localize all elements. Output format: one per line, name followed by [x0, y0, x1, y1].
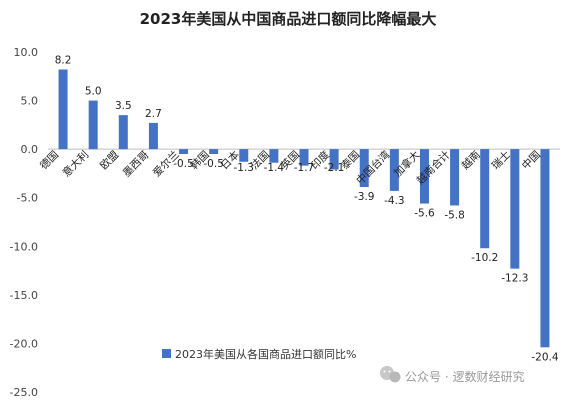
wechat-icon [380, 366, 401, 383]
y-tick-label: -15.0 [10, 289, 38, 302]
data-label: -4.3 [384, 195, 405, 207]
data-label: -20.4 [531, 351, 558, 363]
data-label: -0.5 [203, 158, 224, 170]
category-label: 瑞士 [489, 148, 513, 172]
y-axis-ticks: 10.0 5.0 0.0 -5.0 -10.0 -15.0 -20.0 -25.0 [10, 46, 38, 399]
bar [540, 149, 550, 348]
data-label: -1.7 [294, 162, 315, 174]
y-tick-label: 0.0 [21, 143, 39, 156]
category-label: 越南 [459, 148, 483, 172]
bar [510, 149, 520, 269]
data-label: -1.4 [264, 162, 285, 174]
bar [329, 149, 339, 170]
category-label: 中国台湾 [354, 148, 393, 187]
bar [299, 149, 309, 166]
y-tick-label: -5.0 [17, 192, 38, 205]
data-label: -3.9 [354, 191, 375, 203]
bar [148, 122, 158, 150]
y-tick-label: 10.0 [14, 46, 39, 59]
bar [209, 149, 219, 154]
bars [58, 69, 550, 348]
bar [450, 149, 460, 206]
category-label: 墨西哥 [121, 149, 152, 180]
y-tick-label: 5.0 [21, 95, 39, 108]
data-label: -1.3 [234, 162, 255, 174]
category-label: 越南合计 [414, 148, 453, 187]
data-label: 5.0 [85, 86, 102, 98]
y-tick-label: -10.0 [10, 240, 38, 253]
data-label: -2.1 [324, 162, 345, 174]
bar [88, 100, 98, 150]
watermark: 公众号 · 逻数财经研究 [380, 366, 524, 384]
watermark-text: 公众号 · 逻数财经研究 [405, 369, 524, 384]
bar [179, 149, 189, 154]
data-label: 8.2 [55, 54, 72, 66]
y-tick-label: -25.0 [10, 386, 38, 399]
bar [419, 149, 429, 204]
legend-label: 2023年美国从各国商品进口额同比% [175, 347, 356, 361]
data-label: -12.3 [501, 273, 528, 285]
data-label: -5.6 [414, 208, 435, 220]
bar [389, 149, 399, 191]
bar [269, 149, 279, 163]
category-label: 意大利 [60, 148, 91, 179]
data-label: -10.2 [471, 252, 498, 264]
bar [58, 69, 68, 150]
chart-title: 2023年美国从中国商品进口额同比降幅最大 [140, 10, 437, 28]
category-label: 中国 [519, 148, 543, 172]
data-label: 2.7 [145, 108, 162, 120]
category-label: 欧盟 [98, 148, 122, 172]
legend: 2023年美国从各国商品进口额同比% [162, 347, 356, 361]
data-label: 3.5 [115, 100, 132, 112]
y-tick-label: -20.0 [10, 337, 38, 350]
bar [118, 115, 128, 150]
legend-swatch [162, 349, 171, 358]
bar [359, 149, 369, 188]
data-label: -5.8 [444, 209, 465, 221]
bar [239, 149, 249, 162]
bar [480, 149, 490, 249]
category-label: 德国 [37, 148, 61, 172]
data-labels: 8.2 5.0 3.5 2.7 -0.5 -0.5 -1.3 -1.4 -1.7 -2.1 -3.9… [55, 54, 559, 363]
data-label: -0.5 [173, 158, 194, 170]
